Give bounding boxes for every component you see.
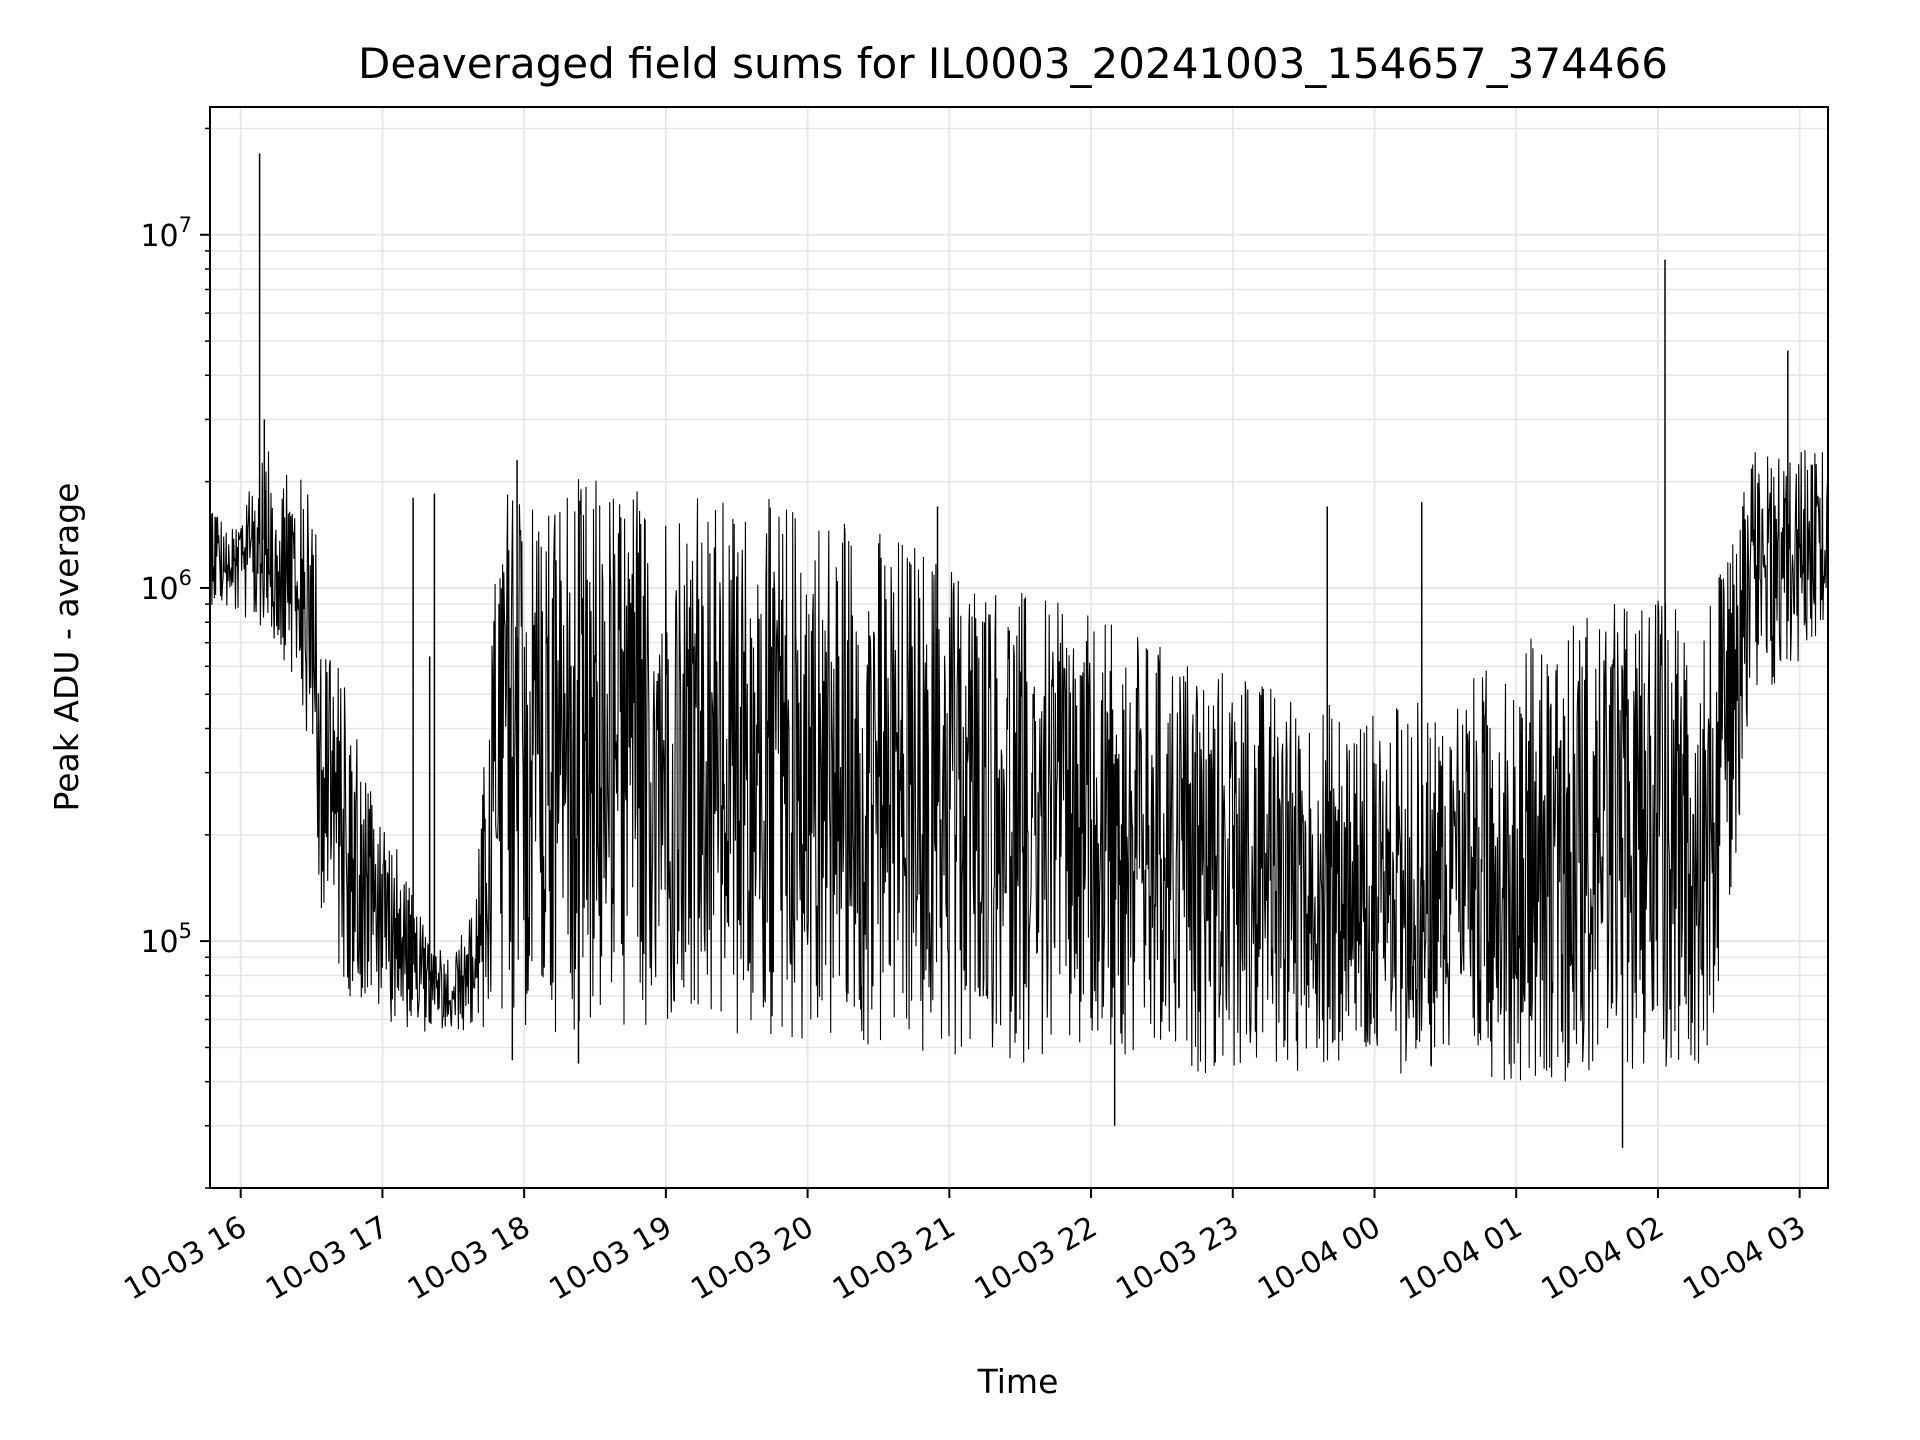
y-tick-label: 106 <box>140 566 192 607</box>
plot-frame <box>209 106 1829 1189</box>
y-tick-label: 105 <box>140 919 192 960</box>
y-tick-label: 107 <box>140 213 192 254</box>
x-axis-label: Time <box>977 1362 1059 1401</box>
y-axis-label: Peak ADU - average <box>47 483 86 812</box>
chart-title: Deaveraged field sums for IL0003_2024100… <box>358 39 1668 88</box>
series-line <box>209 153 1829 1148</box>
series-path <box>209 450 1829 1082</box>
